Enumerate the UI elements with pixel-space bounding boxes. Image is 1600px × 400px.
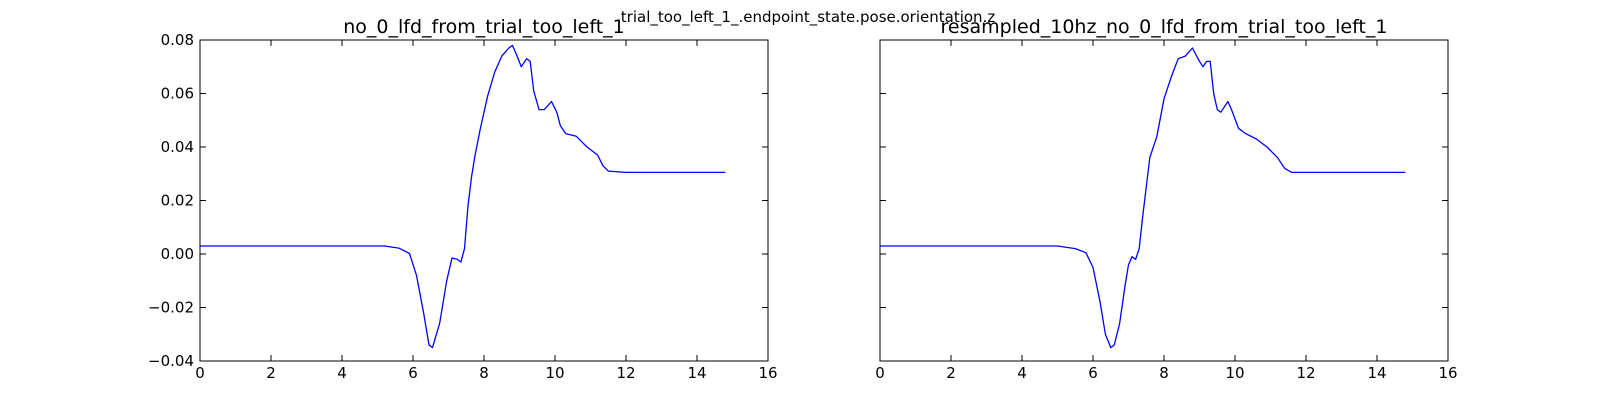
series-line xyxy=(880,47,1406,349)
subplot-2: 0 2 4 6 8 10 12 14 16 resampled_10hz_no_0_lfd_fro… xyxy=(875,16,1457,382)
x-tick-label: 12 xyxy=(1296,364,1315,382)
x-tick-label: 10 xyxy=(545,364,564,382)
axes-frame xyxy=(879,39,1449,362)
y-tick-label: 0.00 xyxy=(161,245,194,263)
x-tick-label: 16 xyxy=(1438,364,1457,382)
x-tick-label: 4 xyxy=(337,364,347,382)
y-tick-label: −0.04 xyxy=(148,352,194,370)
axes-frame xyxy=(199,39,769,362)
x-tick-label: 14 xyxy=(687,364,706,382)
x-tick-label: 0 xyxy=(195,364,205,382)
x-tick-label: 10 xyxy=(1225,364,1244,382)
x-tick-label: 6 xyxy=(408,364,418,382)
x-tick-label: 0 xyxy=(875,364,885,382)
y-tick-label: −0.02 xyxy=(148,299,194,317)
x-tick-label: 2 xyxy=(266,364,276,382)
series-line xyxy=(200,44,726,349)
subplot-1: 0 2 4 6 8 10 12 14 16 −0.04 −0.02 0.00 0.02 0.04 0.06 0… xyxy=(148,16,778,382)
x-tick-label: 8 xyxy=(479,364,489,382)
subplot-title: no_0_lfd_from_trial_too_left_1 xyxy=(343,16,625,38)
subplots: 0 2 4 6 8 10 12 14 16 −0.04 −0.02 0.00 0.02 0.04 0.06 0… xyxy=(148,16,1458,382)
x-tick-label: 6 xyxy=(1088,364,1098,382)
x-tick-label: 14 xyxy=(1367,364,1386,382)
subplot-title: resampled_10hz_no_0_lfd_from_trial_too_l… xyxy=(941,16,1388,38)
y-tick-label: 0.06 xyxy=(161,85,194,103)
y-tick-label: 0.04 xyxy=(161,138,194,156)
figure-suptitle: trial_too_left_1_.endpoint_state.pose.or… xyxy=(621,8,996,27)
x-tick-label: 2 xyxy=(946,364,956,382)
x-tick-label: 4 xyxy=(1017,364,1027,382)
x-tick-label: 16 xyxy=(758,364,777,382)
x-tick-label: 12 xyxy=(616,364,635,382)
y-tick-label: 0.08 xyxy=(161,31,194,49)
x-tick-label: 8 xyxy=(1159,364,1169,382)
y-tick-label: 0.02 xyxy=(161,192,194,210)
